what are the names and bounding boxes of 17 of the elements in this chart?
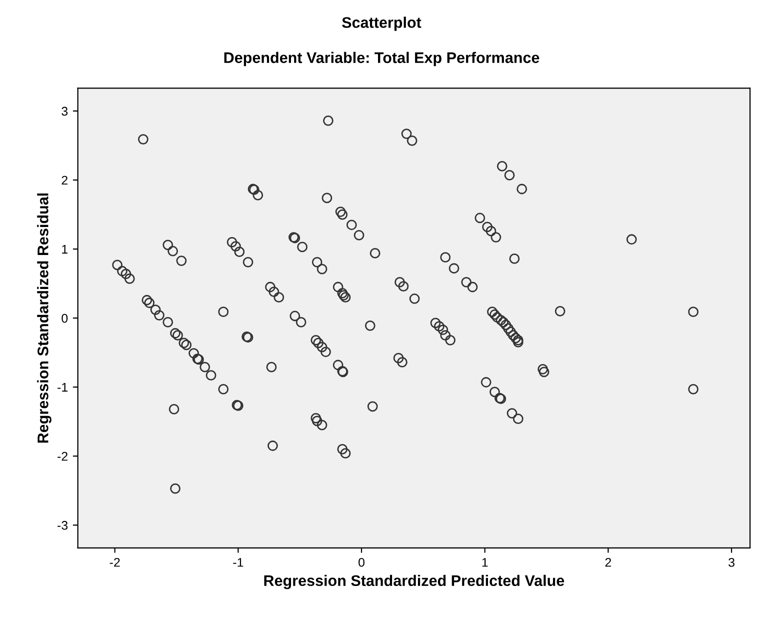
chart-title: Scatterplot xyxy=(342,16,422,31)
x-tick-label: -1 xyxy=(233,558,244,567)
y-axis-title: Regression Standardized Residual xyxy=(37,193,52,443)
x-tick-label: 2 xyxy=(605,558,612,567)
y-tick-label: -3 xyxy=(58,520,68,530)
x-tick-label: 3 xyxy=(728,558,734,567)
x-tick-label: 1 xyxy=(482,558,488,567)
chart-subtitle: Dependent Variable: Total Exp Performance xyxy=(224,52,540,66)
y-tick-label: 2 xyxy=(62,176,68,185)
y-tick-label: 1 xyxy=(62,244,68,254)
y-tick-label: 3 xyxy=(62,106,68,116)
y-tick-label: -2 xyxy=(58,452,68,461)
x-axis-title: Regression Standardized Predicted Value xyxy=(264,574,564,590)
y-tick-label: -1 xyxy=(58,383,68,392)
y-tick-label: 0 xyxy=(62,314,68,323)
x-tick-label: -2 xyxy=(110,558,120,567)
x-tick-label: 0 xyxy=(358,558,364,567)
